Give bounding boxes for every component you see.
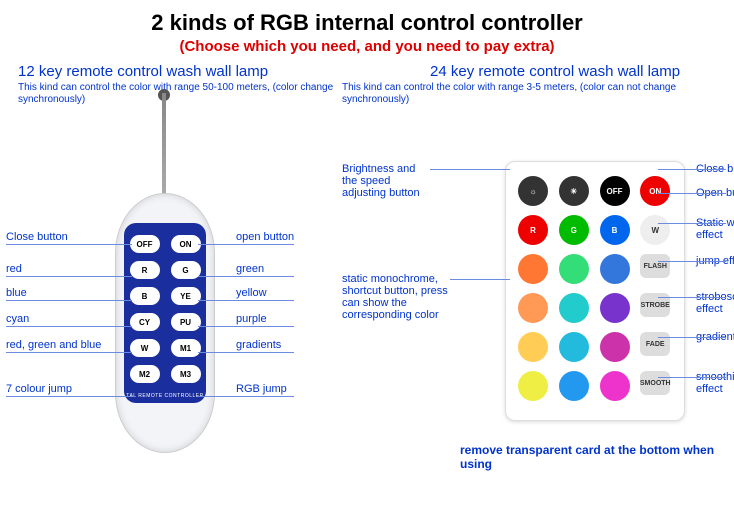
right-panel: 24 key remote control wash wall lamp Thi…	[340, 63, 734, 493]
callout-label: stroboscopic effect	[696, 291, 734, 315]
remote24-button[interactable]	[600, 371, 630, 401]
callout-line	[658, 297, 726, 298]
remote24-button[interactable]: SMOOTH	[640, 371, 670, 395]
remote24-button[interactable]	[518, 371, 548, 401]
callout-label: gradients	[236, 339, 281, 351]
remote24-button[interactable]: ON	[640, 176, 670, 206]
callout-line	[658, 223, 726, 224]
callout-line	[658, 337, 726, 338]
remote12-button-b[interactable]: B	[130, 287, 160, 305]
remote12-button-r[interactable]: R	[130, 261, 160, 279]
right-title: 24 key remote control wash wall lamp	[430, 63, 734, 80]
callout-label: RGB jump	[236, 383, 287, 395]
remote12-button-pu[interactable]: PU	[171, 313, 201, 331]
remote24-button[interactable]	[518, 293, 548, 323]
remote24-button[interactable]: R	[518, 215, 548, 245]
callout-label: cyan	[6, 313, 110, 325]
remote24-button[interactable]: B	[600, 215, 630, 245]
remote12-button-off[interactable]: OFF	[130, 235, 160, 253]
callout-line	[6, 244, 132, 245]
right-desc: This kind can control the color with ran…	[340, 82, 734, 106]
remote-12-panel: OFF ON RGB YE CY PU W M1 M2 M3 TAL REMOTE CONTROL…	[124, 223, 206, 403]
callout-line	[198, 300, 294, 301]
left-panel: 12 key remote control wash wall lamp Thi…	[0, 63, 340, 493]
callout-line	[658, 169, 726, 170]
antenna-icon	[162, 93, 166, 195]
callout-line	[198, 396, 294, 397]
callout-label: Brightness and the speed adjusting butto…	[342, 163, 432, 199]
callout-label: Static white effect	[696, 217, 734, 241]
remote12-button-ye[interactable]: YE	[171, 287, 201, 305]
remote24-button[interactable]	[600, 332, 630, 362]
remote12-button-on[interactable]: ON	[171, 235, 201, 253]
remote12-button-m1[interactable]: M1	[171, 339, 201, 357]
remote12-button-g[interactable]: G	[171, 261, 201, 279]
callout-line	[450, 279, 510, 280]
callout-line	[658, 261, 726, 262]
remote24-button[interactable]	[600, 254, 630, 284]
remote24-button[interactable]	[559, 254, 589, 284]
callout-line	[430, 169, 510, 170]
callout-label: red	[6, 263, 110, 275]
callout-line	[658, 193, 726, 194]
remote12-button-w[interactable]: W	[130, 339, 160, 357]
remote24-button[interactable]: ☼	[518, 176, 548, 206]
remote24-button[interactable]: W	[640, 215, 670, 245]
remote24-button[interactable]: FLASH	[640, 254, 670, 278]
callout-label: yellow	[236, 287, 267, 299]
callout-label: static monochrome, shortcut button, pres…	[342, 273, 452, 321]
remote-24-grid: ☼☀OFFONRGBWFLASHSTROBEFADESMOOTH	[518, 176, 672, 401]
callout-line	[6, 326, 132, 327]
callout-label: red, green and blue	[6, 339, 110, 351]
callout-line	[658, 377, 726, 378]
callout-label: smoothing effect	[696, 371, 734, 395]
callout-label: open button	[236, 231, 294, 243]
callout-line	[6, 300, 132, 301]
header: 2 kinds of RGB internal control controll…	[0, 0, 734, 55]
footer-note: remove transparent card at the bottom wh…	[460, 443, 734, 471]
callout-line	[198, 244, 294, 245]
left-title: 12 key remote control wash wall lamp	[18, 63, 340, 80]
remote24-button[interactable]	[600, 293, 630, 323]
remote24-button[interactable]	[559, 332, 589, 362]
callout-line	[198, 326, 294, 327]
main-title: 2 kinds of RGB internal control controll…	[0, 10, 734, 36]
callout-label: blue	[6, 287, 110, 299]
callout-line	[198, 276, 294, 277]
panel-footer-label: TAL REMOTE CONTROLLER	[124, 393, 206, 399]
left-desc: This kind can control the color with ran…	[18, 82, 340, 106]
remote12-button-m3[interactable]: M3	[171, 365, 201, 383]
subtitle: (Choose which you need, and you need to …	[0, 38, 734, 55]
remote24-button[interactable]	[559, 371, 589, 401]
remote24-button[interactable]: ☀	[559, 176, 589, 206]
callout-label: 7 colour jump	[6, 383, 110, 395]
callout-label: purple	[236, 313, 267, 325]
remote-24-body: ☼☀OFFONRGBWFLASHSTROBEFADESMOOTH	[505, 161, 685, 421]
remote24-button[interactable]	[518, 332, 548, 362]
callout-line	[198, 352, 294, 353]
remote24-button[interactable]: OFF	[600, 176, 630, 206]
remote24-button[interactable]: FADE	[640, 332, 670, 356]
callout-line	[6, 396, 132, 397]
remote24-button[interactable]: G	[559, 215, 589, 245]
callout-label: green	[236, 263, 264, 275]
callout-line	[6, 352, 132, 353]
remote24-button[interactable]	[518, 254, 548, 284]
callout-line	[6, 276, 132, 277]
remote12-button-m2[interactable]: M2	[130, 365, 160, 383]
callout-label: Close button	[6, 231, 110, 243]
remote24-button[interactable]	[559, 293, 589, 323]
remote12-button-cy[interactable]: CY	[130, 313, 160, 331]
